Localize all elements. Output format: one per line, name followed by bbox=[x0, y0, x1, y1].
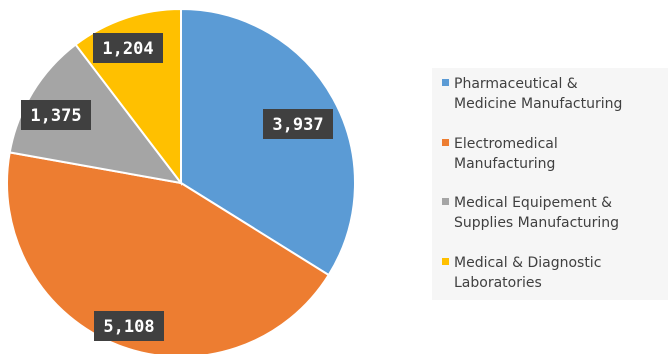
legend: Pharmaceutical & Medicine Manufacturing … bbox=[432, 68, 668, 300]
data-label-text: 1,375 bbox=[30, 106, 81, 126]
legend-label-medical-equipment: Medical Equipement & Supplies Manufactur… bbox=[454, 193, 668, 233]
legend-swatch-electromedical bbox=[442, 139, 449, 146]
data-label-electromedical: 5,108 bbox=[94, 311, 164, 341]
legend-line: Manufacturing bbox=[454, 156, 556, 172]
legend-line: Supplies Manufacturing bbox=[454, 215, 620, 231]
legend-line: Medical & Diagnostic bbox=[454, 255, 602, 271]
data-label-text: 1,204 bbox=[102, 39, 153, 59]
data-label-pharmaceutical: 3,937 bbox=[263, 109, 333, 139]
legend-swatch-pharmaceutical bbox=[442, 79, 449, 86]
data-label-medical-equipment: 1,375 bbox=[21, 100, 91, 130]
pie-slice-pharmaceutical bbox=[180, 7, 356, 277]
data-label-box bbox=[94, 311, 164, 341]
legend-swatch-diagnostic-labs bbox=[442, 258, 449, 265]
legend-line: Laboratories bbox=[454, 275, 542, 291]
legend-label-diagnostic-labs: Medical & Diagnostic Laboratories bbox=[454, 253, 668, 293]
pie-slice-medical-equipment bbox=[8, 43, 184, 185]
data-label-box bbox=[93, 33, 163, 63]
data-label-box bbox=[21, 100, 91, 130]
data-label-text: 3,937 bbox=[272, 115, 323, 135]
data-label-box bbox=[263, 109, 333, 139]
legend-line: Electromedical bbox=[454, 136, 558, 152]
legend-line: Medical Equipement & bbox=[454, 195, 613, 211]
data-label-diagnostic-labs: 1,204 bbox=[93, 33, 163, 63]
pie-slice-electromedical bbox=[6, 151, 331, 354]
legend-swatch-medical-equipment bbox=[442, 198, 449, 205]
legend-label-electromedical: Electromedical Manufacturing bbox=[454, 134, 668, 174]
legend-line: Pharmaceutical & bbox=[454, 76, 578, 92]
legend-line: Medicine Manufacturing bbox=[454, 96, 623, 112]
legend-label-pharmaceutical: Pharmaceutical & Medicine Manufacturing bbox=[454, 74, 668, 114]
data-label-text: 5,108 bbox=[103, 317, 154, 337]
